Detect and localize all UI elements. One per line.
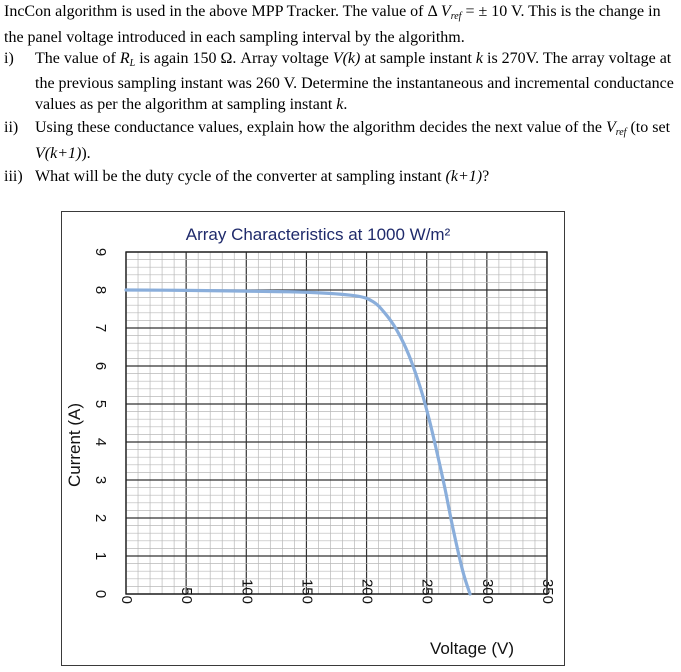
question-text: at sample instant bbox=[360, 49, 476, 67]
ticks: 0 50 100 150 200 250 300 350 0 1 2 3 4 5 6 7 8 9 bbox=[92, 248, 556, 604]
y-tick-label: 3 bbox=[92, 476, 109, 484]
k-symbol: k bbox=[336, 95, 344, 113]
x-tick-label: 350 bbox=[539, 579, 556, 604]
y-tick-label: 7 bbox=[92, 324, 109, 332]
intro-text-a: IncCon algorithm is used in the above MP… bbox=[4, 3, 441, 20]
question-number: ii) bbox=[4, 119, 19, 137]
grid bbox=[125, 251, 548, 595]
vref-symbol: V bbox=[605, 119, 616, 137]
question-text: ). bbox=[81, 144, 91, 162]
chart-title: Array Characteristics at 1000 W/m² bbox=[186, 225, 451, 244]
iv-curve-line bbox=[124, 288, 472, 596]
question-i: i) The value of RL is again 150 Ω. Array … bbox=[4, 49, 676, 116]
question-text: is 270V. The array voltage at the previo… bbox=[35, 49, 674, 113]
question-number: iii) bbox=[4, 168, 23, 186]
x-axis-label: Voltage (V) bbox=[430, 639, 514, 658]
y-tick-label: 6 bbox=[92, 362, 109, 370]
vref-symbol: V bbox=[440, 3, 451, 20]
x-tick-label: 200 bbox=[359, 579, 376, 604]
k1-symbol: (k+1) bbox=[445, 168, 483, 186]
y-tick-label: 1 bbox=[92, 552, 109, 560]
problem-text: IncCon algorithm is used in the above MP… bbox=[4, 2, 676, 188]
question-text: . bbox=[343, 95, 348, 113]
y-tick-label: 5 bbox=[92, 400, 109, 408]
x-tick-label: 250 bbox=[419, 579, 436, 604]
question-number: i) bbox=[4, 49, 14, 67]
iv-chart: 0 50 100 150 200 250 300 350 0 1 2 3 4 5 6 7 8 9 Array Ch… bbox=[65, 225, 556, 658]
vref-subscript: ref bbox=[615, 127, 627, 139]
question-ii: ii) Using these conductance values, expla… bbox=[4, 118, 676, 164]
x-tick-label: 0 bbox=[118, 596, 135, 604]
y-tick-label: 4 bbox=[92, 438, 109, 446]
rl-symbol: R bbox=[119, 49, 130, 67]
x-tick-label: 300 bbox=[479, 579, 496, 604]
y-tick-label: 0 bbox=[92, 590, 109, 598]
question-text: Using these conductance values, explain … bbox=[35, 119, 606, 137]
intro-paragraph: IncCon algorithm is used in the above MP… bbox=[4, 2, 676, 48]
plot-border bbox=[125, 251, 548, 595]
question-text: What will be the duty cycle of the conve… bbox=[35, 168, 446, 186]
y-tick-label: 2 bbox=[92, 514, 109, 522]
x-tick-label: 50 bbox=[178, 587, 195, 604]
vref-subscript: ref bbox=[450, 11, 462, 22]
series bbox=[124, 288, 472, 596]
vk-symbol: V(k) bbox=[332, 49, 361, 67]
question-text: The value of bbox=[35, 49, 120, 67]
x-tick-label: 150 bbox=[298, 579, 315, 604]
rl-subscript: L bbox=[129, 57, 136, 69]
question-text: is again 150 Ω. Array voltage bbox=[135, 49, 333, 67]
chart-frame: 0 50 100 150 200 250 300 350 0 1 2 3 4 5 6 7 8 9 Array Ch… bbox=[61, 211, 565, 666]
question-iii: iii) What will be the duty cycle of the c… bbox=[4, 167, 676, 188]
question-text: ? bbox=[482, 168, 490, 186]
vk1-symbol: V(k+1) bbox=[35, 144, 82, 162]
question-text: (to set bbox=[626, 119, 671, 137]
intro-text-b: = ± 10 V. This is the change in the pane… bbox=[4, 3, 661, 46]
y-axis-label: Current (A) bbox=[65, 403, 84, 487]
k-symbol: k bbox=[475, 49, 483, 67]
y-tick-label: 9 bbox=[92, 248, 109, 256]
y-tick-label: 8 bbox=[92, 286, 109, 294]
x-tick-label: 100 bbox=[238, 579, 255, 604]
